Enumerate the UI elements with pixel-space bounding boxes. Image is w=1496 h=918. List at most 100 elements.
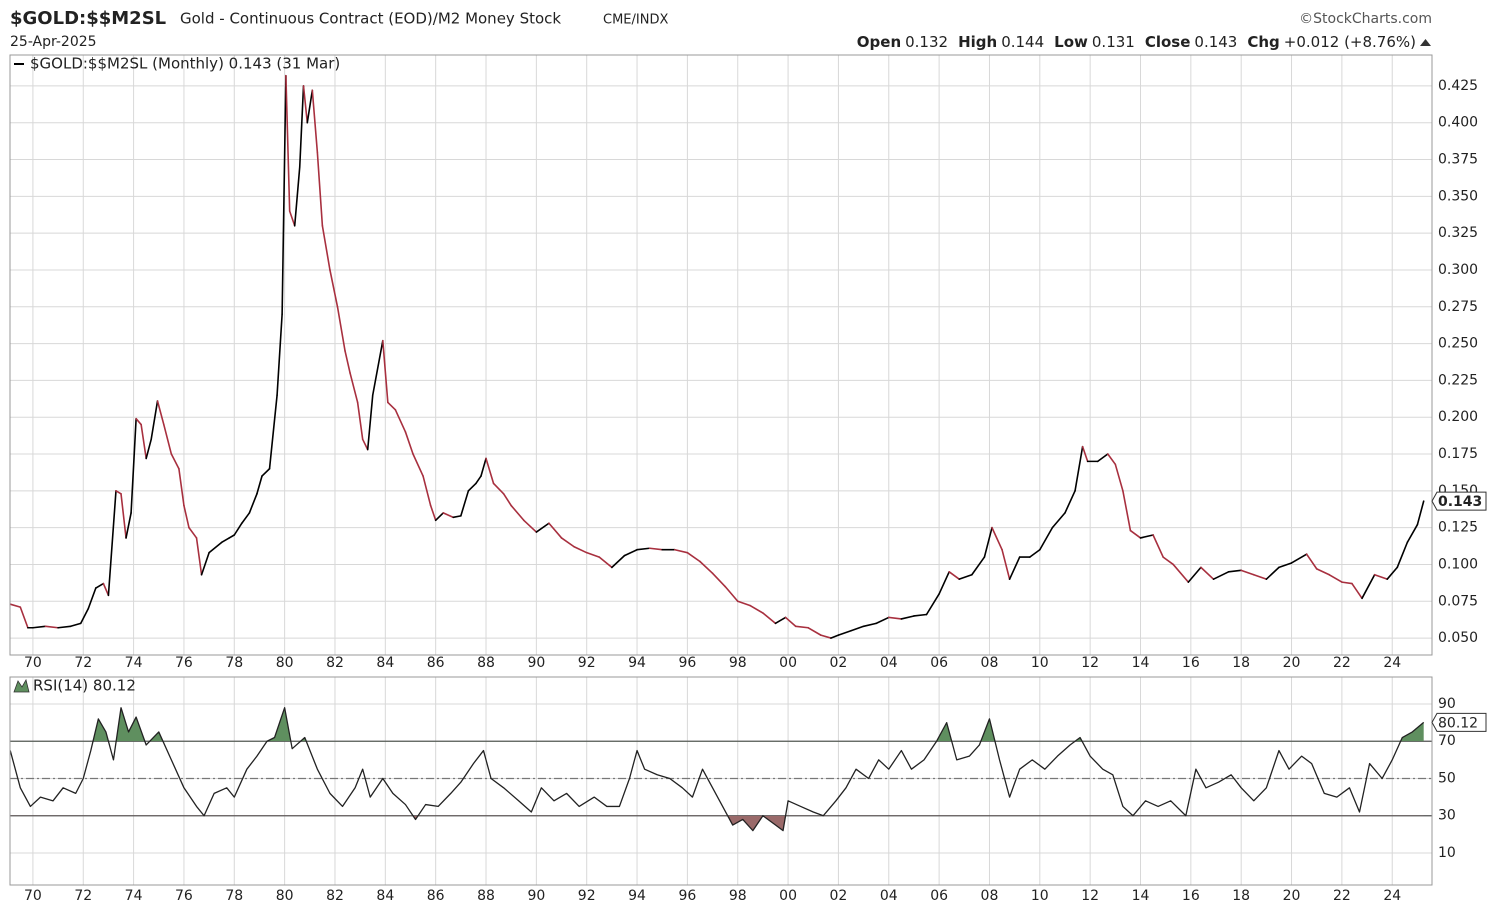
- price-segment: [412, 453, 424, 477]
- price-segment: [1386, 566, 1399, 580]
- up-arrow: [1420, 39, 1431, 46]
- price-segment: [434, 512, 445, 522]
- x-tick-label: 08: [981, 888, 999, 904]
- price-segment: [762, 612, 777, 625]
- y-tick-label: 0.400: [1438, 115, 1478, 131]
- price-segment: [404, 431, 414, 455]
- price-segment: [356, 401, 364, 441]
- price-segment: [623, 548, 638, 557]
- price-segment: [925, 593, 940, 616]
- price-segment: [1162, 556, 1175, 566]
- price-segment: [69, 622, 82, 628]
- y-tick-label: 0.300: [1438, 262, 1478, 278]
- price-segment: [784, 616, 797, 628]
- x-tick-label: 20: [1283, 888, 1301, 904]
- price-segment: [321, 224, 331, 271]
- price-segment: [862, 622, 877, 628]
- price-segment: [699, 560, 714, 575]
- price-segment: [1361, 573, 1376, 600]
- price-segment: [983, 526, 993, 558]
- price-segment: [548, 522, 563, 539]
- price-segment: [648, 547, 664, 551]
- price-segment: [913, 613, 928, 617]
- legend-icon: [13, 678, 30, 693]
- x-tick-label: 18: [1232, 655, 1250, 671]
- price-segment: [1187, 566, 1202, 583]
- symbol: $GOLD:$$M2SL: [10, 8, 166, 29]
- price-segment: [188, 526, 198, 539]
- price-segment: [156, 400, 165, 426]
- x-tick-label: 12: [1081, 888, 1099, 904]
- price-segment: [256, 475, 263, 495]
- price-segment: [195, 537, 203, 576]
- x-tick-label: 98: [729, 655, 747, 671]
- price-segment: [32, 625, 47, 629]
- x-tick-label: 24: [1383, 655, 1401, 671]
- last-value-box: [1431, 491, 1487, 511]
- price-segment: [163, 423, 173, 455]
- price-segment: [724, 585, 739, 603]
- price-segment: [87, 587, 97, 610]
- x-tick-label: 10: [1031, 888, 1049, 904]
- price-segment: [1152, 534, 1164, 558]
- plot-area: [10, 55, 1432, 655]
- panel-frame: [9, 676, 1433, 886]
- price-segment: [674, 548, 689, 554]
- source: ©StockCharts.com: [1299, 11, 1432, 27]
- x-tick-label: 76: [175, 655, 193, 671]
- price-segment: [306, 89, 314, 124]
- x-tick-label: 22: [1333, 655, 1351, 671]
- y-tick-label: 0.375: [1438, 152, 1478, 168]
- x-tick-label: 22: [1333, 888, 1351, 904]
- y-tick-label: 0.250: [1438, 336, 1478, 352]
- price-segment: [850, 625, 865, 632]
- x-tick-label: 06: [930, 888, 948, 904]
- quote-label: Close: [1145, 33, 1191, 51]
- description: Gold - Continuous Contract (EOD)/M2 Mone…: [180, 10, 561, 28]
- price-segment: [1129, 529, 1142, 539]
- y-tick-label: 70: [1438, 733, 1456, 749]
- x-tick-label: 00: [779, 888, 797, 904]
- price-segment: [183, 504, 190, 529]
- legend-label: RSI(14) 80.12: [33, 677, 136, 695]
- x-tick-label: 84: [376, 655, 394, 671]
- price-segment: [1328, 573, 1343, 583]
- price-segment: [837, 629, 852, 636]
- price-segment: [991, 526, 1003, 551]
- x-tick-label: 16: [1182, 888, 1200, 904]
- y-tick-label: 0.075: [1438, 593, 1478, 609]
- x-tick-label: 94: [628, 888, 646, 904]
- price-segment: [1252, 573, 1268, 580]
- x-tick-label: 18: [1232, 888, 1250, 904]
- price-segment: [120, 492, 127, 539]
- x-tick-label: 08: [981, 655, 999, 671]
- rsi-line: [9, 707, 1425, 832]
- quote: Open 0.132 High 0.144 Low 0.131 Close 0.143 Chg +…: [857, 33, 1416, 51]
- last-value: 80.12: [1438, 715, 1478, 731]
- price-segment: [1114, 463, 1124, 492]
- x-tick-label: 72: [74, 655, 92, 671]
- y-tick-label: 0.350: [1438, 188, 1478, 204]
- price-segment: [598, 556, 613, 569]
- price-segment: [9, 603, 22, 608]
- price-segment: [1096, 453, 1109, 463]
- x-tick-label: 78: [225, 888, 243, 904]
- x-tick-label: 70: [24, 655, 42, 671]
- price-segment: [102, 582, 110, 597]
- y-tick-label: 90: [1438, 696, 1456, 712]
- x-tick-label: 12: [1081, 655, 1099, 671]
- y-tick-label: 50: [1438, 770, 1456, 786]
- quote-value: 0.143: [1194, 33, 1237, 51]
- price-segment: [293, 166, 301, 227]
- quote-value: 0.132: [905, 33, 948, 51]
- price-segment: [1278, 562, 1293, 569]
- price-segment: [560, 537, 575, 548]
- x-tick-label: 82: [326, 655, 344, 671]
- x-tick-label: 92: [578, 655, 596, 671]
- price-segment: [510, 504, 525, 522]
- y-tick-label: 0.100: [1438, 556, 1478, 572]
- price-segment: [170, 453, 180, 470]
- price-segment: [1290, 553, 1308, 564]
- price-segment: [807, 626, 822, 636]
